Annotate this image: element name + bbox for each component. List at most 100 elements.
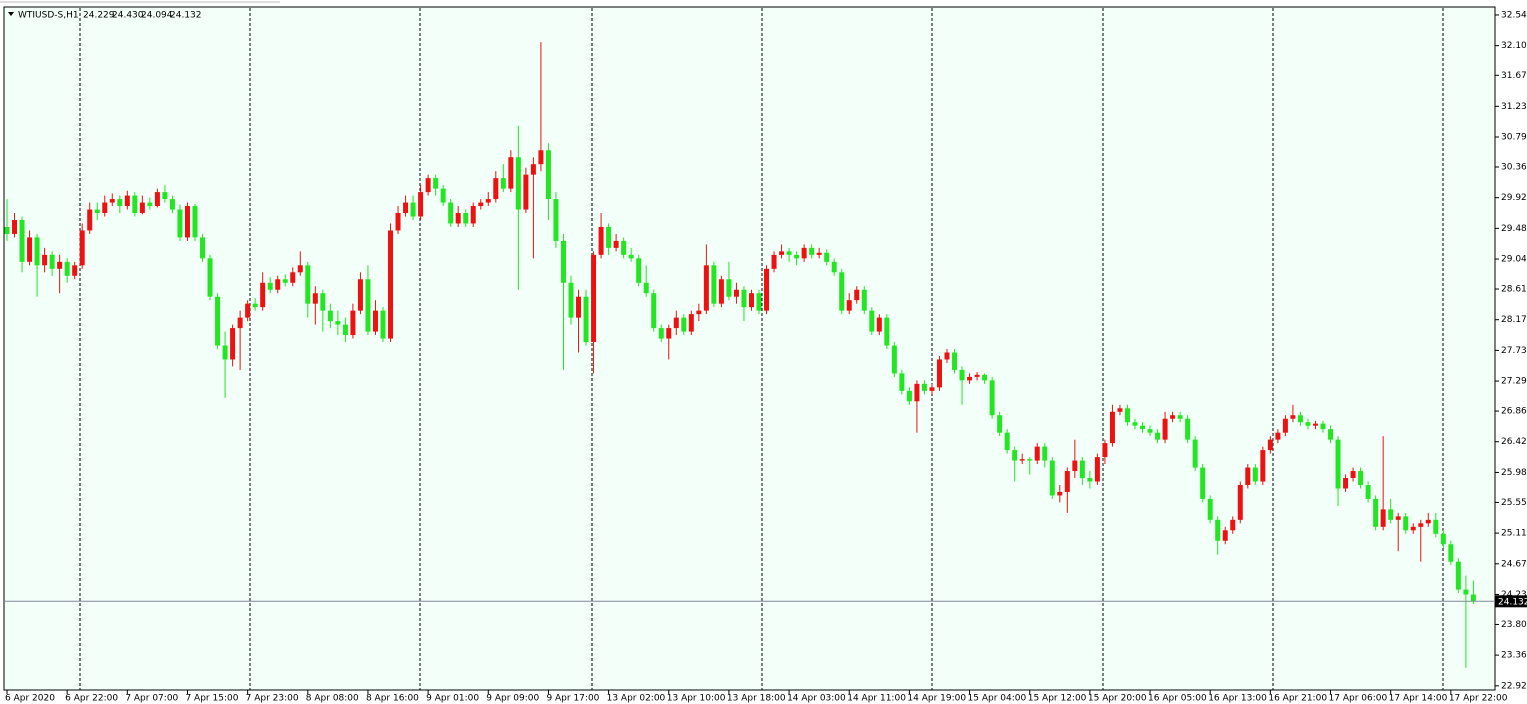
header-low: 24.094 [141, 11, 173, 21]
candle-body [154, 192, 160, 207]
candle-body [733, 289, 739, 297]
candle-body [1275, 432, 1281, 440]
candle-body [1072, 460, 1078, 472]
candle-body [463, 213, 469, 224]
candle-body [748, 293, 754, 308]
candle-body [643, 282, 649, 294]
candle-body [177, 209, 183, 238]
candle-body [64, 261, 70, 276]
candle-body [395, 213, 401, 231]
x-tick-label: 7 Apr 07:00 [125, 694, 178, 704]
candle-body [876, 317, 882, 332]
y-tick-label: 23.360 [1501, 651, 1527, 661]
header-high: 24.430 [112, 11, 144, 21]
day-separators [79, 8, 1444, 690]
candle-body [854, 289, 860, 301]
candle-body [139, 202, 145, 214]
y-tick-label: 25.110 [1501, 529, 1527, 539]
x-tick-label: 6 Apr 22:00 [65, 694, 118, 704]
candle-body [493, 178, 499, 200]
candle-body [49, 254, 55, 269]
candle-body [771, 254, 777, 269]
candle-body [365, 279, 371, 332]
candle-body [688, 314, 694, 332]
candle-body [598, 226, 604, 255]
candle-body [560, 240, 566, 283]
candle-body [455, 213, 461, 224]
candle-body [718, 279, 724, 304]
candle-body [1252, 467, 1258, 482]
y-tick-label: 30.360 [1501, 162, 1527, 172]
candle-body [523, 174, 529, 210]
price-label: 24.132 [1498, 597, 1527, 607]
candle-body [538, 150, 544, 165]
candle-body [869, 310, 875, 332]
candle-body [545, 150, 551, 200]
candle-body [500, 178, 506, 189]
candle-body [350, 310, 356, 336]
candle-body [831, 261, 837, 273]
candle-body [403, 202, 409, 214]
candle-body [440, 188, 446, 203]
candle-body [1380, 509, 1386, 527]
candle-body [357, 279, 363, 311]
candle-body [147, 202, 153, 207]
candle-body [1433, 519, 1439, 534]
candle-body [1410, 526, 1416, 531]
candle-body [861, 289, 867, 311]
candle-body [884, 317, 890, 346]
candle-body [87, 209, 93, 231]
candle-body [515, 157, 521, 210]
y-tick-label: 29.480 [1501, 224, 1527, 234]
candle-body [621, 240, 627, 255]
y-tick-label: 30.790 [1501, 133, 1527, 143]
candle-body [794, 254, 800, 259]
candle-body [320, 293, 326, 311]
candle-body [1470, 594, 1476, 602]
candle-body [297, 265, 303, 273]
candle-body [27, 237, 33, 262]
candle-body [282, 279, 288, 283]
candle-body [34, 237, 40, 266]
candle-body [230, 328, 236, 360]
candle-body [1358, 471, 1364, 485]
candle-body [989, 380, 995, 416]
y-tick-label: 24.230 [1501, 590, 1527, 600]
candle-body [1004, 432, 1010, 451]
candle-body [335, 321, 341, 325]
y-tick-label: 29.040 [1501, 255, 1527, 265]
candle-body [906, 390, 912, 402]
candle-body [591, 254, 597, 343]
x-tick-label: 13 Apr 18:00 [727, 694, 786, 704]
header-open: 24.229 [83, 11, 115, 21]
candle-body [1403, 516, 1409, 531]
candle-body [12, 219, 18, 234]
candle-body [651, 293, 657, 329]
candle-body [1282, 418, 1288, 433]
candle-body [305, 265, 311, 304]
candle-body [846, 300, 852, 311]
candle-body [192, 206, 198, 238]
candle-body [1109, 411, 1115, 444]
candle-body [1019, 459, 1025, 461]
candle-body [275, 279, 281, 290]
plot-area [3, 6, 1496, 691]
x-tick-label: 15 Apr 04:00 [968, 694, 1027, 704]
candle-body [312, 293, 318, 304]
candle-body [839, 272, 845, 311]
candle-body [1312, 423, 1318, 426]
candle-body [1237, 484, 1243, 520]
candle-body [1365, 484, 1371, 499]
candle-body [1200, 467, 1206, 499]
x-tick-label: 7 Apr 15:00 [185, 694, 238, 704]
menu-arrow[interactable] [8, 12, 14, 16]
candle-body [245, 303, 251, 318]
x-tick-label: 15 Apr 12:00 [1028, 694, 1087, 704]
x-tick-label: 7 Apr 23:00 [246, 694, 299, 704]
candle-body [109, 199, 115, 203]
candle-body [628, 254, 634, 259]
candle-body [132, 195, 138, 214]
candle-body [162, 192, 168, 200]
candle-body [636, 258, 642, 283]
candle-body [1057, 491, 1063, 496]
